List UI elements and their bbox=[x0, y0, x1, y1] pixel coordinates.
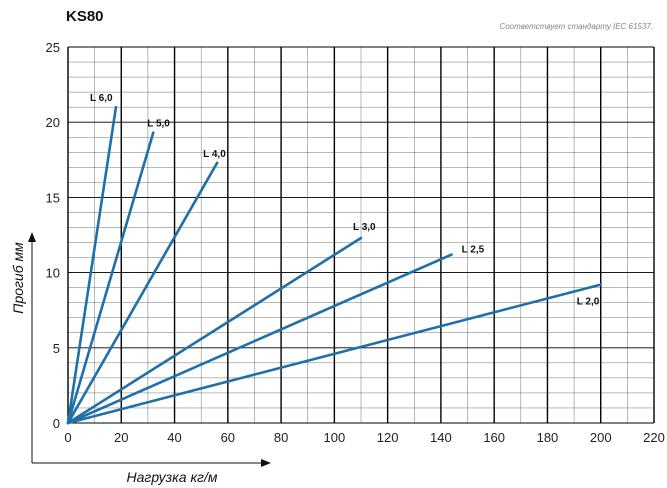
x-tick-label: 40 bbox=[167, 430, 181, 445]
series-line bbox=[66, 131, 155, 425]
x-tick-label: 160 bbox=[483, 430, 505, 445]
y-tick-label: 25 bbox=[46, 40, 60, 55]
series-label: L 5,0 bbox=[147, 119, 170, 130]
series-lines bbox=[66, 105, 603, 425]
x-tick-label: 20 bbox=[114, 430, 128, 445]
standard-note: Соответствует стандарту IEC 61537. bbox=[499, 22, 653, 31]
x-tick-label: 60 bbox=[221, 430, 235, 445]
series-line bbox=[66, 283, 603, 425]
x-tick-label: 120 bbox=[377, 430, 399, 445]
series-line bbox=[66, 161, 219, 425]
y-axis-arrowhead bbox=[28, 232, 36, 242]
x-tick-label: 200 bbox=[590, 430, 612, 445]
series-label: L 3,0 bbox=[353, 222, 376, 233]
x-tick-label: 220 bbox=[643, 430, 665, 445]
x-axis-arrowhead bbox=[261, 459, 271, 467]
axis-arrows bbox=[28, 232, 271, 467]
y-tick-label: 20 bbox=[46, 115, 60, 130]
series-labels: L 6,0 L 5,0 L 4,0 L 3,0 L 2,5 L 2,0 bbox=[90, 93, 600, 307]
x-tick-label: 100 bbox=[324, 430, 346, 445]
x-axis-title: Нагрузка кг/м bbox=[127, 469, 218, 485]
series-line bbox=[66, 253, 453, 425]
x-tick-label: 140 bbox=[430, 430, 452, 445]
x-tick-label: 180 bbox=[537, 430, 559, 445]
y-tick-label: 5 bbox=[53, 341, 60, 356]
chart-title: KS80 bbox=[66, 8, 104, 25]
series-line bbox=[66, 236, 363, 425]
series-line bbox=[66, 105, 118, 425]
x-tick-label: 0 bbox=[64, 430, 71, 445]
y-tick-label: 0 bbox=[53, 416, 60, 431]
y-tick-label: 15 bbox=[46, 190, 60, 205]
y-tick-label: 10 bbox=[46, 266, 60, 281]
series-label: L 2,0 bbox=[577, 297, 600, 308]
series-label: L 4,0 bbox=[203, 149, 226, 160]
y-axis-title: Прогиб мм bbox=[10, 242, 26, 314]
series-label: L 6,0 bbox=[90, 93, 113, 104]
series-label: L 2,5 bbox=[462, 245, 485, 256]
x-tick-labels: 0 20 40 60 80 100 120 140 160 180 200 220 bbox=[64, 430, 664, 445]
y-tick-labels: 0 5 10 15 20 25 bbox=[46, 40, 60, 431]
x-tick-label: 80 bbox=[274, 430, 288, 445]
major-grid bbox=[67, 46, 655, 424]
